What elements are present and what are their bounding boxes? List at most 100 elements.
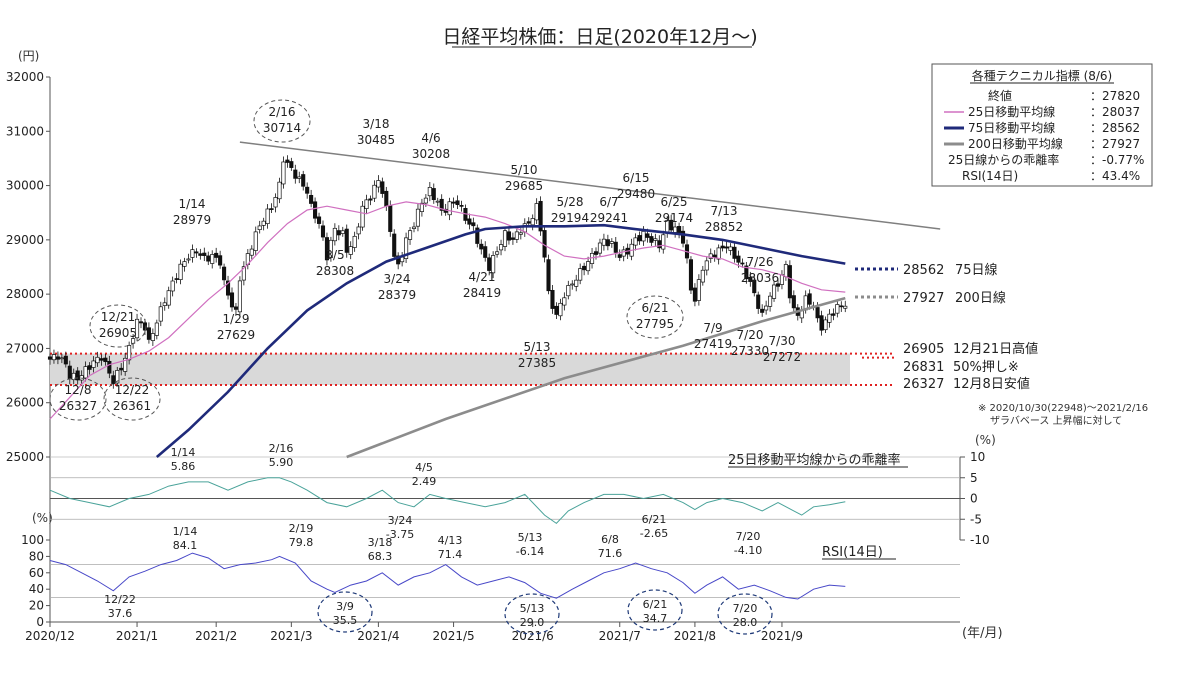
price-annotation-value: 28379 — [378, 288, 416, 302]
candle-body — [491, 255, 496, 274]
price-annotation-date: 3/24 — [384, 272, 411, 286]
candle-body — [222, 266, 227, 281]
candle-body — [451, 201, 456, 204]
trend-line — [239, 141, 941, 230]
rsi-tick-label: 100 — [21, 533, 44, 547]
candle-body — [206, 255, 211, 262]
dev-annotation-date: 4/5 — [415, 461, 433, 474]
candle-body — [352, 235, 357, 248]
candle-body — [87, 365, 92, 370]
price-annotation-value: 29241 — [590, 211, 628, 225]
rsi-annotation-value: 28.0 — [733, 616, 758, 629]
candle-body — [724, 246, 729, 249]
candle-body — [582, 265, 587, 271]
candle-body — [63, 355, 68, 365]
price-annotation-date: 1/29 — [223, 312, 250, 326]
candle-body — [530, 218, 535, 226]
candle-body — [467, 218, 472, 225]
candle-body — [178, 263, 183, 280]
candle-body — [257, 225, 262, 231]
price-annotation-value: 26327 — [59, 399, 97, 413]
rsi-annotation-value: 37.6 — [108, 607, 133, 620]
callout-ellipse — [253, 99, 311, 143]
candle-body — [819, 315, 824, 331]
candle-body — [166, 290, 171, 306]
x-tick-label: 2020/12 — [25, 629, 75, 643]
candle-body — [498, 244, 504, 251]
candle-body — [475, 227, 480, 244]
dev-tick-label: -5 — [970, 512, 982, 526]
candle-body — [407, 230, 413, 240]
price-annotation-date: 12/21 — [101, 310, 136, 324]
candle-body — [376, 180, 381, 188]
candle-body — [550, 289, 555, 309]
price-annotation-value: 29685 — [505, 179, 543, 193]
price-annotation-date: 7/13 — [711, 204, 738, 218]
candle-body — [538, 200, 543, 232]
candle-body — [514, 231, 519, 240]
xaxis-unit: (年/月) — [962, 626, 1003, 641]
candle-body — [645, 233, 650, 238]
candle-body — [344, 228, 349, 253]
price-annotation-date: 5/10 — [511, 163, 538, 177]
x-tick-label: 2021/7 — [599, 629, 641, 643]
price-annotation-date: 7/26 — [747, 255, 774, 269]
price-tick-label: 25000 — [6, 450, 44, 464]
candle-body — [368, 198, 373, 201]
candle-body — [396, 255, 401, 265]
candle-body — [411, 226, 417, 229]
x-tick-label: 2021/8 — [674, 629, 716, 643]
dev-title: 25日移動平均線からの乖離率 — [728, 452, 901, 468]
price-annotation-value: 27385 — [518, 356, 556, 370]
dev-annotation-value: -4.10 — [734, 544, 762, 557]
candle-body — [146, 327, 151, 340]
candle-body — [225, 280, 231, 296]
candle-body — [305, 186, 310, 194]
ma75-legend-label: 75日線 — [955, 262, 998, 278]
candle-body — [123, 357, 128, 372]
candle-body — [586, 261, 591, 272]
candle-body — [182, 261, 187, 267]
candle-body — [752, 279, 757, 294]
note-line2: ザラバベース 上昇幅に対して — [990, 414, 1122, 427]
indicator-dev-label: 25日線からの乖離率 — [948, 152, 1059, 167]
candle-body — [471, 222, 476, 227]
level-low-label: 12月8日安値 — [953, 376, 1030, 392]
price-annotation-value: 27330 — [731, 344, 769, 358]
candle-body — [174, 278, 179, 280]
price-annotation-value: 30208 — [412, 147, 450, 161]
x-tick-label: 2021/1 — [116, 629, 158, 643]
indicator-box: 各種テクニカル指標 (8/6) 終値 ：27820 25日移動平均線 ：2803… — [931, 63, 1153, 187]
price-annotation-value: 28419 — [463, 286, 501, 300]
candle-body — [198, 253, 203, 256]
candle-body — [170, 280, 175, 292]
rsi-callout-ellipse — [717, 593, 773, 635]
rsi-annotation-date: 4/13 — [438, 534, 463, 547]
price-tick-label: 29000 — [6, 233, 44, 247]
price-annotation-value: 28308 — [316, 264, 354, 278]
candle-body — [388, 205, 393, 232]
price-annotation-date: 5/13 — [524, 340, 551, 354]
rsi-annotation-value: 79.8 — [289, 536, 314, 549]
ma75-line — [155, 223, 846, 458]
candle-body — [601, 238, 606, 246]
candle-body — [293, 169, 298, 179]
x-tick-label: 2021/6 — [512, 629, 554, 643]
dev-tick-label: 10 — [970, 450, 985, 464]
candle-body — [313, 201, 318, 219]
x-tick-label: 2021/2 — [195, 629, 237, 643]
candle-body — [455, 200, 460, 206]
rsi-annotation-date: 1/14 — [173, 525, 198, 538]
candle-body — [162, 302, 167, 306]
candle-body — [47, 356, 53, 360]
candle-body — [289, 161, 294, 168]
ma200-legend-label: 200日線 — [955, 290, 1006, 306]
candle-body — [760, 308, 765, 313]
rsi-annotation-date: 6/8 — [601, 533, 619, 546]
candle-body — [431, 188, 436, 201]
price-annotation-date: 7/30 — [769, 334, 796, 348]
candle-body — [558, 302, 563, 317]
candle-body — [229, 292, 235, 308]
candle-body — [115, 370, 120, 384]
candle-body — [158, 306, 163, 322]
